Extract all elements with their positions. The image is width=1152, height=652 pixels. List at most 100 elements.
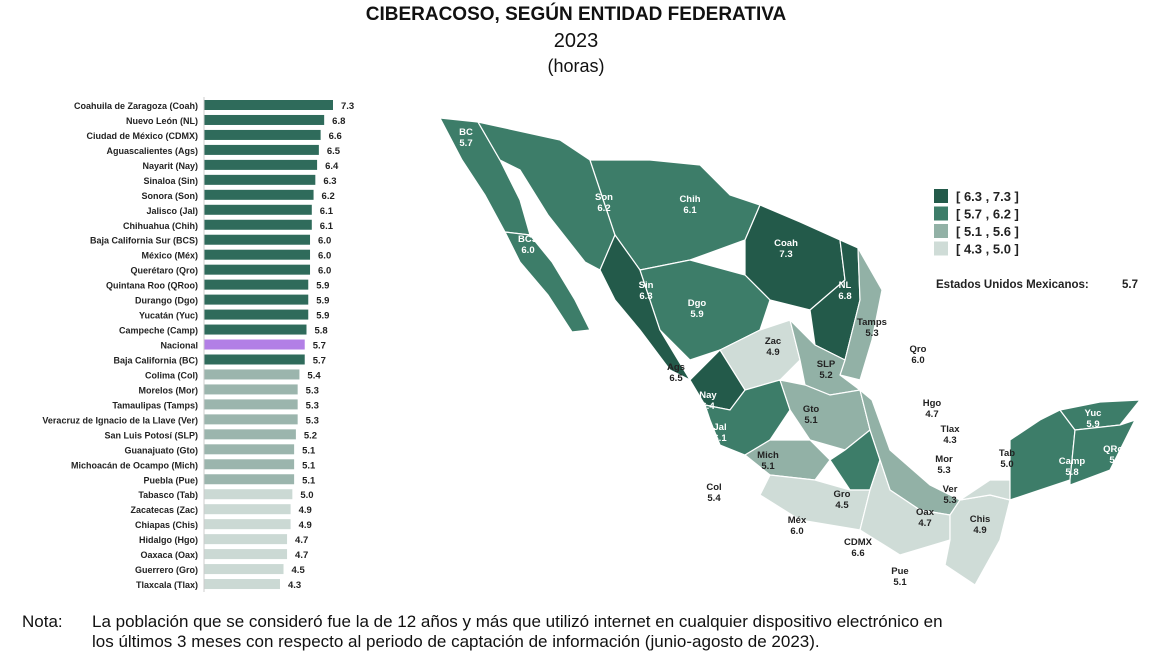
bar [204, 399, 298, 410]
map-state-jalisco [704, 379, 791, 456]
map-state-value: 7.3 [779, 249, 792, 260]
bar [204, 100, 333, 110]
bar-category-label: Coahuila de Zaragoza (Coah) [74, 101, 198, 111]
map-state-abbr: Col [706, 482, 721, 493]
bar [204, 129, 321, 140]
map-state-abbr: Camp [1059, 456, 1086, 467]
map-state-peninsula-campeche [1009, 409, 1076, 501]
legend-label: [ 5.1 , 5.6 ] [956, 224, 1019, 239]
bar-category-label: Chiapas (Chis) [135, 520, 198, 530]
map-state-value: 5.1 [893, 577, 907, 588]
bar [204, 174, 316, 185]
bar-data-label: 4.7 [295, 535, 308, 546]
bar-data-label: 4.7 [295, 550, 308, 561]
bar-data-label: 5.9 [316, 311, 329, 322]
map-state-abbr: Gro [834, 489, 851, 500]
map-state-abbr: Méx [788, 515, 807, 526]
map-state-value: 6.8 [838, 291, 851, 302]
bar [204, 414, 298, 425]
chart-year: 2023 [553, 30, 599, 52]
map-state-value: 5.2 [819, 370, 832, 381]
footnote: Nota: La población que se consideró fue l… [22, 612, 943, 652]
map-state-value: 6.3 [639, 291, 652, 302]
map-state-abbr: Hgo [923, 398, 942, 409]
bar-data-label: 5.3 [306, 400, 319, 411]
bar-data-label: 5.1 [302, 460, 316, 471]
bar-data-label: 7.3 [341, 101, 354, 112]
map-state-abbr: Dgo [688, 298, 707, 309]
map-state-value: 5.8 [1065, 467, 1078, 478]
map-state-chiapas [944, 494, 1011, 586]
map-state-value: 6.1 [683, 205, 697, 216]
bar-data-label: 5.9 [316, 296, 329, 307]
map-state-abbr: BCS [518, 234, 538, 245]
bar-category-label: Jalisco (Jal) [146, 206, 198, 216]
bar-category-label: Puebla (Pue) [143, 475, 198, 485]
map-state-value: 4.7 [925, 409, 938, 420]
map-state-abbr: Zac [765, 336, 781, 347]
note-label: Nota: [22, 612, 63, 631]
bar-category-label: Baja California Sur (BCS) [90, 236, 198, 246]
map-state-abbr: Ver [943, 484, 958, 495]
bar-category-label: Nacional [160, 341, 198, 351]
map-state-abbr: Qro [910, 344, 927, 355]
bar-data-label: 6.1 [320, 221, 334, 232]
map-state-value: 4.7 [918, 518, 931, 529]
legend-label: [ 5.7 , 6.2 ] [956, 207, 1019, 222]
bar-data-label: 5.1 [302, 445, 316, 456]
bar-data-label: 6.4 [325, 161, 339, 172]
bar-category-label: Nayarit (Nay) [142, 161, 198, 171]
national-label: Estados Unidos Mexicanos: [936, 279, 1089, 291]
map-state-value: 4.9 [973, 525, 986, 536]
bar-category-label: Querétaro (Qro) [130, 266, 198, 276]
bar-category-label: Hidalgo (Hgo) [139, 535, 198, 545]
bar-category-label: Baja California (BC) [113, 355, 198, 365]
bar-category-label: Oaxaca (Oax) [140, 550, 198, 560]
note-line-2: los últimos 3 meses con respecto al peri… [92, 632, 820, 651]
bar-category-label: Aguascalientes (Ags) [106, 146, 198, 156]
bar-data-label: 4.9 [299, 520, 312, 531]
bar [204, 144, 319, 155]
bar-data-label: 6.3 [323, 176, 336, 187]
bar-category-label: Michoacán de Ocampo (Mich) [71, 460, 198, 470]
bar-category-label: Campeche (Camp) [119, 326, 198, 336]
map-state-abbr: SLP [817, 359, 836, 370]
map-state-value: 5.9 [1086, 419, 1099, 430]
map-state-abbr: Ags [667, 362, 685, 373]
bar [204, 534, 288, 545]
map-state-value: 5.9 [690, 309, 703, 320]
map-state-value: 6.0 [521, 245, 534, 256]
bar-category-label: Tabasco (Tab) [138, 490, 198, 500]
map-state-quintana-roo [1069, 418, 1137, 486]
bar [204, 369, 300, 380]
bar-data-label: 6.2 [322, 191, 335, 202]
legend-label: [ 4.3 , 5.0 ] [956, 242, 1019, 257]
map-state-abbr: Tlax [940, 424, 960, 435]
bar [204, 519, 291, 530]
bar [204, 504, 291, 515]
map-state-abbr: Nay [699, 390, 717, 401]
map-state-value: 6.2 [597, 203, 610, 214]
map-state-abbr: Pue [891, 566, 908, 577]
bar [204, 204, 312, 215]
bar-data-label: 5.3 [306, 385, 319, 396]
bar-data-label: 5.7 [313, 355, 326, 366]
bar [204, 444, 295, 455]
map-state-value: 5.3 [937, 465, 950, 476]
bar [204, 339, 305, 350]
map-state-abbr: Son [595, 192, 613, 203]
bar-data-label: 6.0 [318, 251, 331, 262]
map-state-abbr: Jal [713, 422, 726, 433]
chart-unit: (horas) [547, 56, 605, 76]
bar-category-label: Guerrero (Gro) [135, 565, 198, 575]
map-state-value: 6.0 [911, 355, 924, 366]
bar [204, 234, 311, 245]
bar [204, 579, 280, 590]
bar-category-label: Sonora (Son) [142, 191, 199, 201]
bar-category-label: Nuevo León (NL) [126, 116, 198, 126]
bar-category-label: Chihuahua (Chih) [123, 221, 198, 231]
map-state-value: 5.7 [459, 138, 472, 149]
bar-data-label: 6.0 [318, 236, 331, 247]
bar-data-label: 6.8 [332, 116, 345, 127]
bar [204, 429, 296, 440]
